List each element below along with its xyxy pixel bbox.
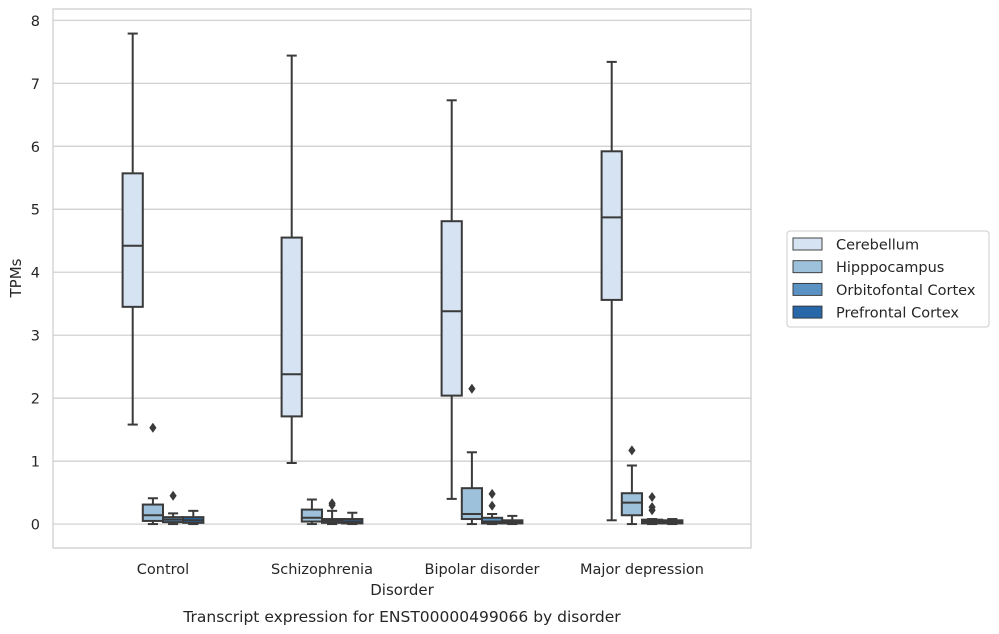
legend-label: Hipppocampus: [836, 260, 944, 276]
y-tick-label: 0: [31, 518, 40, 534]
legend-swatch: [792, 282, 823, 296]
y-tick-label: 6: [31, 140, 40, 156]
y-tick-label: 1: [31, 455, 40, 471]
outlier-point: [648, 491, 656, 502]
box-plot-series: [121, 32, 684, 526]
box: [300, 508, 323, 523]
outlier-point: [328, 498, 336, 509]
box: [121, 172, 144, 308]
x-tick-label: Control: [137, 562, 189, 578]
box: [460, 487, 483, 521]
chart-caption: Transcript expression for ENST0000049906…: [182, 608, 621, 626]
y-tick-label: 5: [31, 203, 40, 219]
y-tick-label: 7: [31, 77, 40, 93]
series-prefrontal-cortex: [182, 509, 684, 526]
x-axis-ticks: Control Schizophrenia Bipolar disorder Majo…: [137, 562, 704, 578]
legend-frame: [786, 230, 990, 328]
x-tick-label: Schizophrenia: [271, 562, 373, 578]
x-tick-label: Major depression: [580, 562, 704, 578]
outlier-point: [648, 502, 656, 513]
x-axis-label: Disorder: [370, 581, 434, 599]
legend-swatch: [792, 260, 823, 274]
series-hipppocampus: [141, 383, 643, 526]
legend-label: Cerebellum: [836, 238, 919, 254]
box: [600, 150, 623, 301]
y-tick-label: 3: [31, 329, 40, 345]
legend-swatch: [792, 305, 823, 319]
box: [440, 220, 463, 397]
outlier-point: [169, 490, 177, 501]
y-axis-ticks: 0 1 2 3 4 5 6 7 8: [31, 14, 40, 534]
y-tick-label: 8: [31, 14, 40, 30]
outlier-point: [628, 445, 636, 456]
y-axis-label: TPMs: [7, 258, 25, 298]
legend-swatch: [792, 237, 823, 251]
x-tick-label: Bipolar disorder: [425, 562, 540, 578]
plot-area-frame: [52, 8, 752, 549]
legend-label: Orbitofontal Cortex: [836, 283, 976, 299]
box: [141, 503, 165, 522]
box: [280, 236, 303, 418]
series-cerebellum: [121, 32, 623, 522]
y-tick-label: 2: [31, 392, 40, 408]
outlier-point: [149, 422, 157, 433]
box: [620, 492, 643, 517]
outlier-point: [488, 500, 496, 511]
grid-lines: [53, 19, 751, 525]
legend-label: Prefrontal Cortex: [836, 306, 959, 322]
series-orbitofontal-cortex: [162, 488, 664, 526]
outlier-point: [468, 383, 476, 394]
legend: Cerebellum Hipppocampus Orbitofontal Corte…: [786, 230, 990, 328]
y-tick-label: 4: [31, 266, 40, 282]
outlier-point: [488, 488, 496, 499]
